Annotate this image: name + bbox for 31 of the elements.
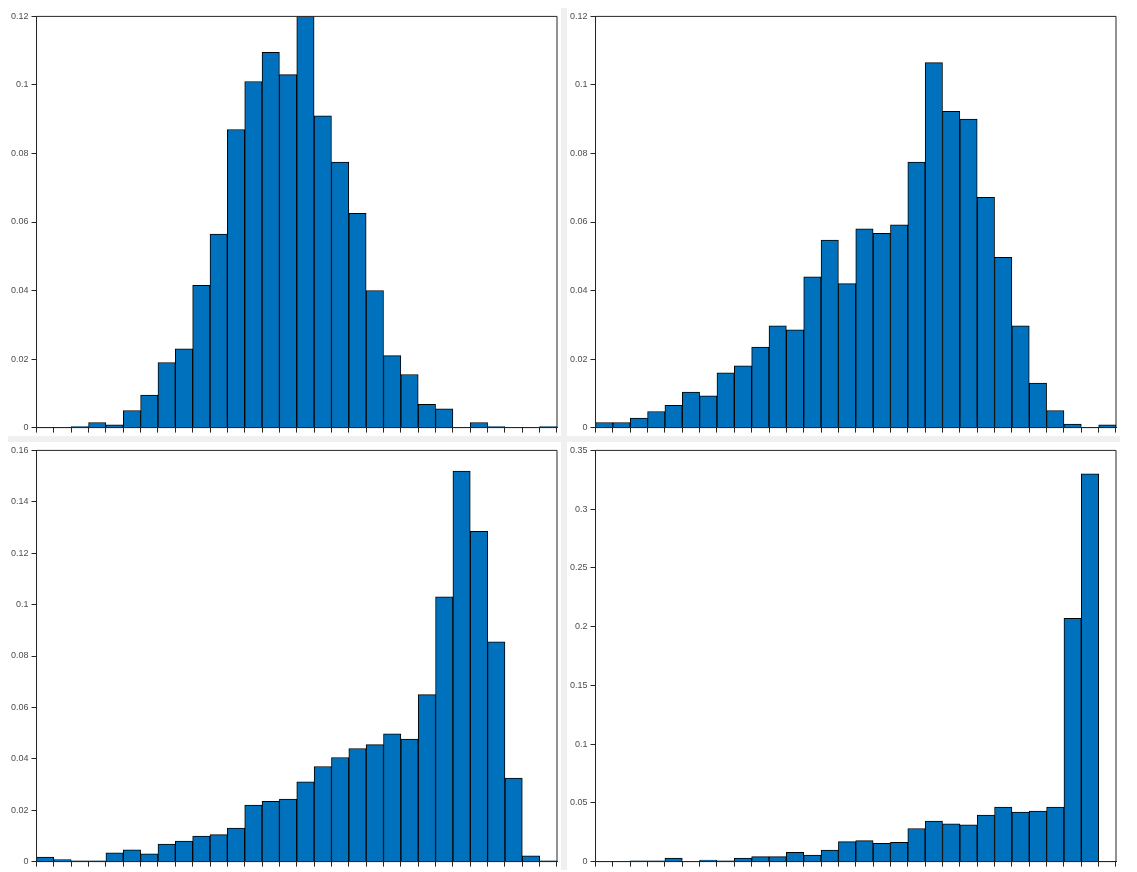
y-tick-label: 0.05 [569, 797, 588, 808]
y-tick-label: 0.06 [10, 216, 29, 227]
y-tick-label: 0 [23, 422, 29, 433]
y-tick-label: 0.08 [10, 147, 29, 158]
y-tick-label: 0.1 [575, 738, 588, 749]
y-tick-label: 0.35 [569, 444, 588, 455]
y-tick-label: 0.08 [569, 147, 588, 158]
y-tick-label: 0.12 [10, 547, 29, 558]
y-tick-label: 0.14 [10, 496, 29, 507]
y-tick-label: 0.12 [569, 10, 588, 21]
y-tick-label: 0.16 [10, 444, 29, 455]
y-tick-label: 0 [582, 422, 588, 433]
y-tick-label: 0 [23, 856, 29, 867]
y-tick-label: 0.02 [569, 353, 588, 364]
y-tick-label: 0.2 [575, 621, 588, 632]
y-tick-label: 0.1 [16, 599, 29, 610]
y-tick-label: 0.04 [10, 753, 29, 764]
y-tick-label: 0.02 [10, 804, 29, 815]
y-tick-label: 0.25 [569, 562, 588, 573]
y-tick-label: 0.04 [10, 285, 29, 296]
y-tick-label: 0.12 [10, 10, 29, 21]
y-tick-label: 0.15 [569, 679, 588, 690]
y-tick-label: 0.04 [569, 285, 588, 296]
y-tick-label: 0.06 [569, 216, 588, 227]
y-tick-label: 0.02 [10, 353, 29, 364]
y-tick-label: 0 [582, 856, 588, 867]
y-tick-label: 0.08 [10, 650, 29, 661]
y-tick-label: 0.1 [575, 79, 588, 90]
y-tick-label: 0.3 [575, 503, 588, 514]
y-tick-label: 0.1 [16, 79, 29, 90]
y-tick-label: 0.06 [10, 701, 29, 712]
